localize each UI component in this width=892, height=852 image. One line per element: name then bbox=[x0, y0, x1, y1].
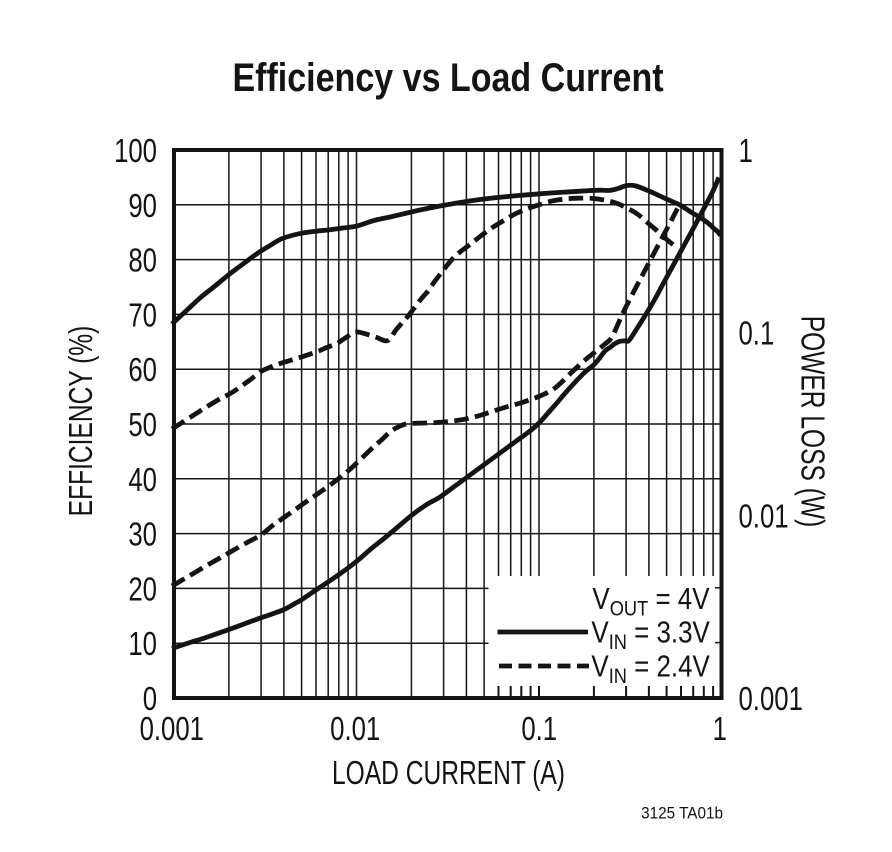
svg-text:10: 10 bbox=[128, 626, 157, 663]
svg-text:50: 50 bbox=[128, 407, 157, 444]
svg-text:POWER LOSS (W): POWER LOSS (W) bbox=[794, 316, 830, 528]
svg-text:VIN = 3.3V: VIN = 3.3V bbox=[591, 614, 710, 654]
svg-text:90: 90 bbox=[128, 188, 157, 225]
svg-text:100: 100 bbox=[114, 133, 157, 170]
svg-text:0.01: 0.01 bbox=[739, 498, 789, 535]
svg-text:1: 1 bbox=[739, 133, 753, 170]
svg-text:80: 80 bbox=[128, 243, 157, 280]
svg-text:20: 20 bbox=[128, 571, 157, 608]
svg-text:0.1: 0.1 bbox=[739, 316, 775, 353]
svg-text:LOAD CURRENT (A): LOAD CURRENT (A) bbox=[332, 756, 565, 792]
svg-text:0.01: 0.01 bbox=[330, 711, 380, 748]
svg-text:VOUT = 4V: VOUT = 4V bbox=[592, 581, 709, 621]
svg-text:EFFICIENCY (%): EFFICIENCY (%) bbox=[64, 326, 100, 517]
svg-text:Efficiency vs Load Current: Efficiency vs Load Current bbox=[232, 54, 663, 99]
svg-text:0.1: 0.1 bbox=[521, 711, 557, 748]
svg-text:70: 70 bbox=[128, 297, 157, 334]
svg-text:40: 40 bbox=[128, 462, 157, 499]
svg-text:3125 TA01b: 3125 TA01b bbox=[641, 804, 723, 823]
svg-text:1: 1 bbox=[713, 711, 727, 748]
svg-text:30: 30 bbox=[128, 517, 157, 554]
svg-text:0.001: 0.001 bbox=[739, 681, 803, 718]
svg-text:0: 0 bbox=[143, 681, 157, 718]
svg-text:0.001: 0.001 bbox=[140, 711, 204, 748]
svg-text:60: 60 bbox=[128, 352, 157, 389]
